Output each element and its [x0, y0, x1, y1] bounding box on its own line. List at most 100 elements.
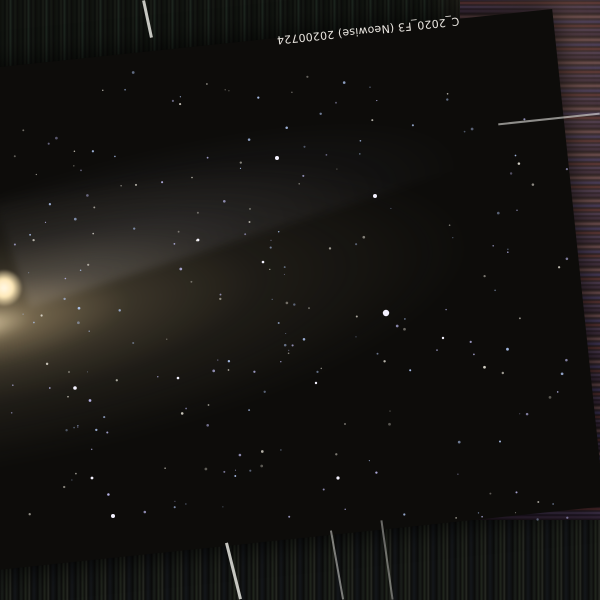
faint-star [206, 156, 209, 159]
faint-star [448, 224, 451, 226]
faint-star [171, 99, 174, 102]
faint-star [249, 469, 252, 472]
faint-star [73, 217, 77, 221]
faint-star [277, 322, 280, 324]
faint-star [463, 130, 466, 133]
faint-star [515, 491, 518, 494]
faint-star [390, 207, 392, 209]
faint-star [77, 425, 79, 427]
faint-star [95, 428, 98, 432]
faint-star [322, 488, 325, 491]
faint-star [165, 338, 168, 340]
faint-star [77, 321, 80, 325]
faint-star [10, 412, 13, 414]
faint-star [87, 263, 90, 266]
faint-star [537, 501, 540, 503]
faint-star [134, 183, 138, 186]
faint-star [63, 485, 66, 489]
faint-star [565, 167, 569, 171]
faint-star [404, 318, 406, 320]
faint-star [362, 235, 366, 239]
faint-star [494, 289, 496, 292]
faint-star [302, 338, 306, 341]
faint-star [336, 168, 338, 170]
faint-star [291, 344, 294, 347]
faint-star [180, 412, 184, 415]
faint-star [227, 359, 231, 363]
faint-star [507, 251, 509, 253]
faint-star [33, 321, 35, 324]
faint-star [106, 431, 109, 434]
faint-star [291, 91, 293, 94]
faint-star [118, 309, 121, 312]
faint-star [368, 460, 370, 462]
faint-star [552, 503, 554, 505]
faint-star [86, 371, 89, 373]
faint-star [473, 353, 475, 356]
faint-star [27, 272, 30, 274]
faint-star [395, 324, 399, 328]
faint-star [531, 183, 535, 186]
faint-star [219, 297, 222, 301]
faint-star [143, 510, 147, 514]
faint-star [48, 203, 52, 206]
faint-star [507, 248, 509, 250]
faint-star [161, 181, 164, 184]
faint-star [355, 336, 357, 338]
faint-star [263, 390, 266, 393]
faint-star [40, 314, 43, 317]
faint-star [269, 246, 272, 249]
faint-star [204, 467, 208, 471]
faint-star [253, 370, 256, 373]
faint-star [212, 369, 216, 373]
faint-star [219, 293, 222, 296]
faint-star [328, 247, 332, 250]
faint-star [277, 231, 280, 233]
faint-star [114, 155, 116, 158]
faint-star [75, 472, 77, 475]
faint-star [173, 506, 176, 509]
faint-star [92, 232, 95, 235]
bright-star [176, 376, 180, 380]
faint-star [177, 230, 180, 233]
faint-star [302, 174, 305, 177]
faint-star [190, 280, 193, 283]
faint-star [91, 150, 95, 153]
faint-star [566, 516, 569, 519]
faint-star [409, 369, 412, 372]
faint-star [403, 513, 406, 516]
faint-star [222, 506, 224, 508]
comet-nucleus [0, 270, 22, 306]
faint-star [65, 429, 68, 432]
faint-star [64, 277, 67, 280]
faint-star [269, 268, 271, 271]
faint-star [191, 176, 193, 179]
faint-star [63, 297, 66, 301]
faint-star [103, 416, 106, 419]
bright-star [441, 336, 445, 340]
faint-star [411, 124, 414, 127]
faint-star [548, 396, 552, 399]
faint-star [55, 136, 58, 140]
faint-star [344, 423, 346, 425]
faint-star [303, 145, 306, 148]
faint-star [107, 493, 110, 496]
faint-star [388, 422, 391, 426]
faint-star [88, 399, 92, 402]
faint-star [185, 503, 187, 505]
faint-star [260, 464, 264, 468]
faint-star [217, 359, 219, 361]
faint-star [179, 267, 183, 271]
faint-star [496, 211, 500, 215]
faint-star [247, 138, 251, 141]
faint-star [185, 407, 187, 410]
faint-star [376, 100, 378, 102]
faint-star [293, 303, 296, 306]
faint-star [222, 199, 226, 203]
faint-star [492, 245, 495, 247]
faint-star [133, 227, 136, 230]
bright-star [73, 386, 77, 390]
bright-star [90, 476, 94, 480]
faint-star [173, 242, 176, 245]
